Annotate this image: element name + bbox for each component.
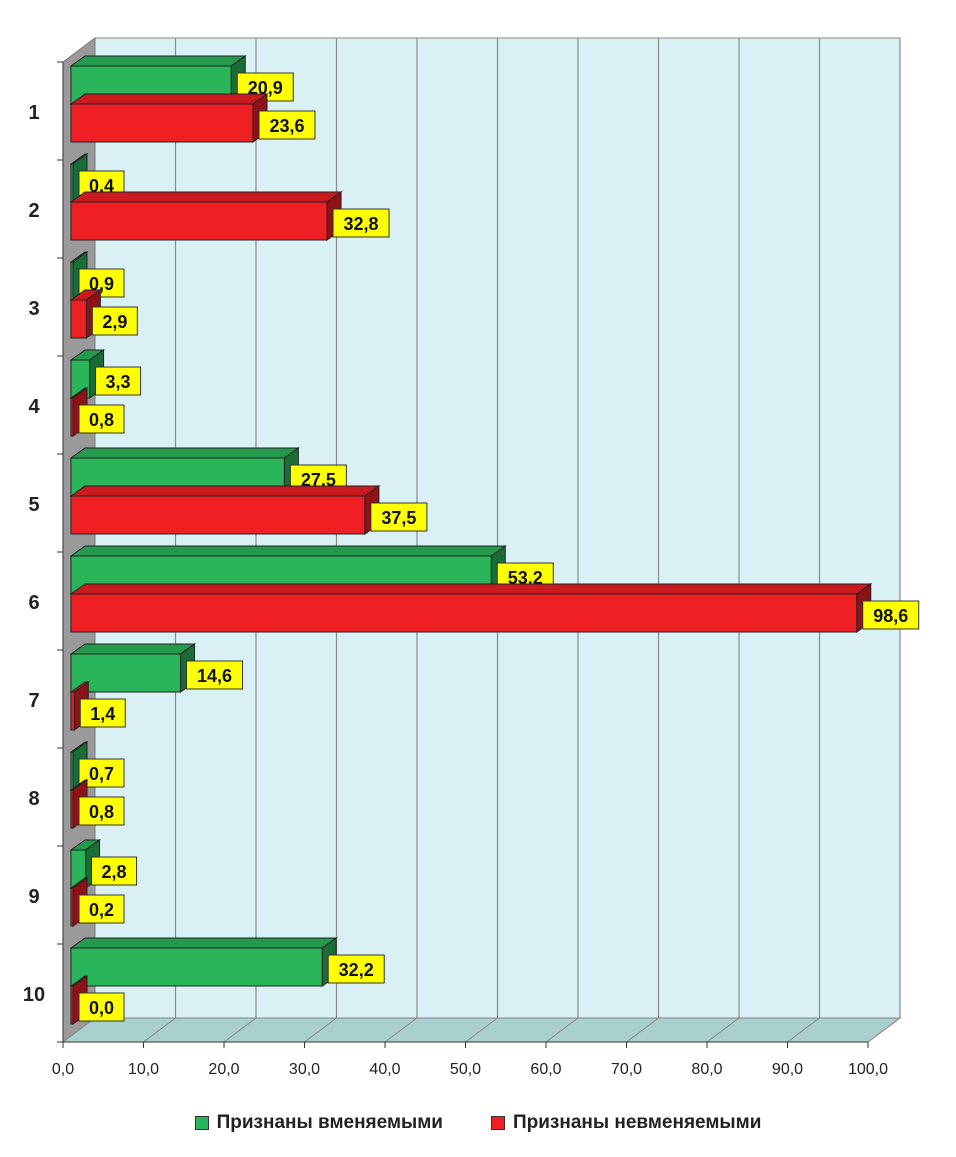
legend-swatch-insane — [490, 1116, 505, 1130]
legend-label-sane: Признаны вменяемыми — [216, 1112, 443, 1133]
category-label: 4 — [28, 396, 40, 418]
value-label-box-s1 — [370, 502, 428, 532]
category-label: 5 — [28, 494, 39, 516]
bar-s0 — [70, 261, 74, 301]
bar-s0 — [70, 751, 74, 791]
category-label: 6 — [28, 592, 39, 614]
value-label-s1: 0,2 — [89, 900, 114, 920]
value-label-s0: 27,5 — [301, 470, 336, 490]
value-label-s1: 23,6 — [269, 116, 304, 136]
bar-s1 — [70, 789, 74, 829]
floor-gridline — [62, 1017, 96, 1043]
legend: Признаны вменяемыми Признаны невменяемым… — [0, 1112, 956, 1134]
category-label: 7 — [28, 690, 39, 712]
value-label-box-s1 — [91, 306, 138, 336]
value-label-box-s1 — [332, 208, 390, 238]
value-label-s0: 3,3 — [106, 372, 131, 392]
value-label-s0: 2,8 — [102, 862, 127, 882]
bar-s1 — [70, 887, 74, 927]
value-label-box-s0 — [327, 954, 385, 984]
x-tick-label: 10,0 — [128, 1061, 159, 1078]
x-tick-label: 100,0 — [848, 1061, 888, 1078]
value-label-s1: 37,5 — [381, 508, 416, 528]
bar-top-s1 — [69, 191, 343, 203]
value-label-s0: 32,2 — [339, 960, 374, 980]
value-label-box-s0 — [95, 366, 142, 396]
category-label: 1 — [28, 102, 39, 124]
x-tick-label: 90,0 — [772, 1061, 803, 1078]
bar-s1 — [70, 201, 328, 241]
value-label-s1: 1,4 — [90, 704, 115, 724]
value-label-box-s1 — [78, 992, 125, 1022]
value-label-s1: 32,8 — [344, 214, 379, 234]
x-tick-label: 30,0 — [289, 1061, 320, 1078]
bar-top-s0 — [69, 55, 247, 67]
value-label-box-s0 — [186, 660, 244, 690]
floor-gridline — [384, 1017, 418, 1043]
floor-gridline — [545, 1017, 579, 1043]
bar-top-s1 — [69, 583, 873, 595]
value-label-s1: 0,0 — [89, 998, 114, 1018]
x-tick-label: 40,0 — [369, 1061, 400, 1078]
bar-top-s0 — [69, 447, 300, 459]
category-label: 2 — [28, 200, 39, 222]
value-label-box-s1 — [78, 404, 125, 434]
category-label: 8 — [28, 788, 39, 810]
value-label-box-s1 — [258, 110, 316, 140]
bar-s0 — [70, 653, 182, 693]
legend-item-insane: Признаны невменяемыми — [490, 1112, 762, 1134]
value-label-box-s1 — [862, 600, 920, 630]
x-tick-label: 20,0 — [208, 1061, 239, 1078]
x-tick-label: 70,0 — [611, 1061, 642, 1078]
floor-gridline — [867, 1017, 901, 1043]
value-label-s1: 2,9 — [102, 312, 127, 332]
legend-swatch-sane — [194, 1116, 209, 1130]
bar-top-s0 — [69, 643, 197, 655]
x-tick-label: 60,0 — [530, 1061, 561, 1078]
bar-s0 — [70, 947, 323, 987]
value-label-s1: 0,8 — [89, 410, 114, 430]
value-label-s0: 0,4 — [89, 176, 114, 196]
bar-top-s1 — [69, 93, 269, 105]
value-label-box-s0 — [91, 856, 138, 886]
value-label-s1: 0,8 — [89, 802, 114, 822]
value-label-box-s1 — [78, 894, 125, 924]
floor-gridline — [706, 1017, 740, 1043]
x-tick-label: 80,0 — [691, 1061, 722, 1078]
category-label: 9 — [28, 886, 39, 908]
floor-gridline — [143, 1017, 176, 1043]
x-tick-label: 50,0 — [450, 1061, 481, 1078]
category-label: 10 — [23, 984, 45, 1006]
bar-top-s0 — [69, 937, 338, 949]
category-label: 3 — [28, 298, 39, 320]
floor-gridline — [304, 1017, 337, 1043]
bar-top-s0 — [69, 545, 507, 557]
floor-gridline — [465, 1017, 498, 1043]
bar-s1 — [70, 299, 87, 339]
value-label-s1: 98,6 — [873, 606, 908, 626]
bar-s1 — [70, 691, 75, 731]
value-label-s0: 0,9 — [89, 274, 114, 294]
value-label-box-s1 — [78, 796, 125, 826]
bar-s1 — [70, 495, 366, 535]
value-label-s0: 14,6 — [197, 666, 232, 686]
bar-s1 — [70, 103, 254, 143]
legend-label-insane: Признаны невменяемыми — [512, 1112, 762, 1133]
bar-s1 — [70, 593, 858, 633]
bar-top-s1 — [69, 485, 381, 497]
x-tick-label: 0,0 — [52, 1061, 74, 1078]
value-label-s0: 0,7 — [89, 764, 114, 784]
bar-s1 — [70, 985, 74, 1025]
legend-item-sane: Признаны вменяемыми — [194, 1112, 443, 1134]
value-label-s0: 20,9 — [248, 78, 283, 98]
bar-s1 — [70, 397, 74, 437]
value-label-box-s1 — [79, 698, 126, 728]
floor-gridline — [626, 1017, 659, 1043]
floor-gridline — [787, 1017, 820, 1043]
value-label-s0: 53,2 — [508, 568, 543, 588]
bar-s0 — [70, 163, 74, 203]
floor-gridline — [223, 1017, 257, 1043]
